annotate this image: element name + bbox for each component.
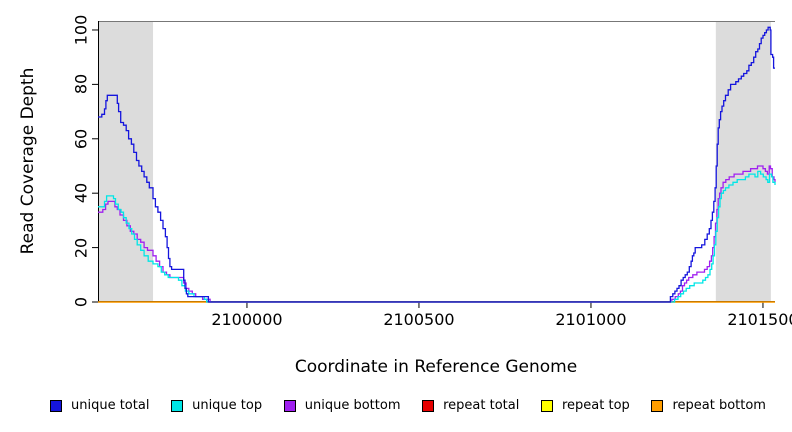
y-tick-label: 60 xyxy=(71,128,91,149)
x-tick-label: 2101000 xyxy=(555,310,627,329)
x-tick-label: 2100500 xyxy=(383,310,455,329)
unique-bottom-swatch-icon xyxy=(283,399,296,412)
unique-total-swatch-icon xyxy=(50,399,62,412)
legend-item-unique-bottom: unique bottom xyxy=(283,398,401,413)
y-tick-label: 40 xyxy=(71,183,91,204)
x-axis-title: Coordinate in Reference Genome xyxy=(294,357,578,377)
y-tick-label: 80 xyxy=(71,74,91,95)
repeat-bottom-swatch-icon xyxy=(651,399,664,412)
legend-label: repeat bottom xyxy=(672,398,766,413)
plot-canvas xyxy=(92,21,776,308)
y-tick-label: 100 xyxy=(71,14,91,46)
legend-item-repeat-total: repeat total xyxy=(422,398,519,413)
series-line-unique-total xyxy=(98,26,775,303)
unique-top-swatch-icon xyxy=(171,399,184,412)
series-line-unique-bottom xyxy=(98,165,776,303)
legend-item-unique-total: unique total xyxy=(50,398,149,413)
legend: unique total unique top unique bottom re… xyxy=(50,398,766,413)
plot-area: 2100000 2100500 2101000 2101500 0 20 40 60 80 100 xyxy=(72,15,792,329)
legend-item-repeat-bottom: repeat bottom xyxy=(651,398,766,413)
shaded-region xyxy=(715,21,771,302)
legend-label: repeat total xyxy=(443,398,520,413)
y-axis-title: Read Coverage Depth xyxy=(18,67,38,255)
x-tick-label: 2100000 xyxy=(211,310,283,329)
y-tick-label: 20 xyxy=(71,237,91,258)
legend-item-unique-top: unique top xyxy=(171,398,262,413)
legend-label: unique bottom xyxy=(304,398,401,413)
x-tick-label: 2101500 xyxy=(727,310,792,329)
legend-label: unique total xyxy=(71,398,150,413)
shaded-region xyxy=(98,21,154,302)
series-line-unique-top xyxy=(98,170,776,303)
legend-label: repeat top xyxy=(562,398,630,413)
y-tick-label: 0 xyxy=(71,296,91,308)
legend-item-repeat-top: repeat top xyxy=(541,398,630,413)
repeat-total-swatch-icon xyxy=(422,399,435,412)
repeat-top-swatch-icon xyxy=(541,399,553,412)
legend-label: unique top xyxy=(192,398,263,413)
